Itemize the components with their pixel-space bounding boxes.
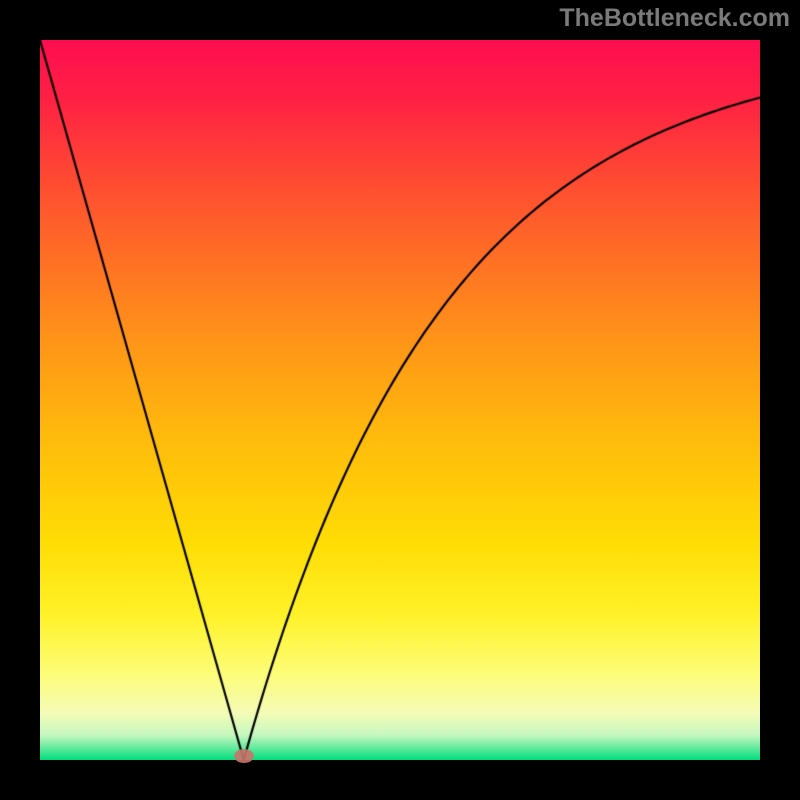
chart-container: TheBottleneck.com [0, 0, 800, 800]
plot-area [40, 40, 760, 760]
minimum-marker [234, 749, 254, 763]
watermark-text: TheBottleneck.com [559, 4, 790, 33]
curve-canvas [40, 40, 760, 760]
